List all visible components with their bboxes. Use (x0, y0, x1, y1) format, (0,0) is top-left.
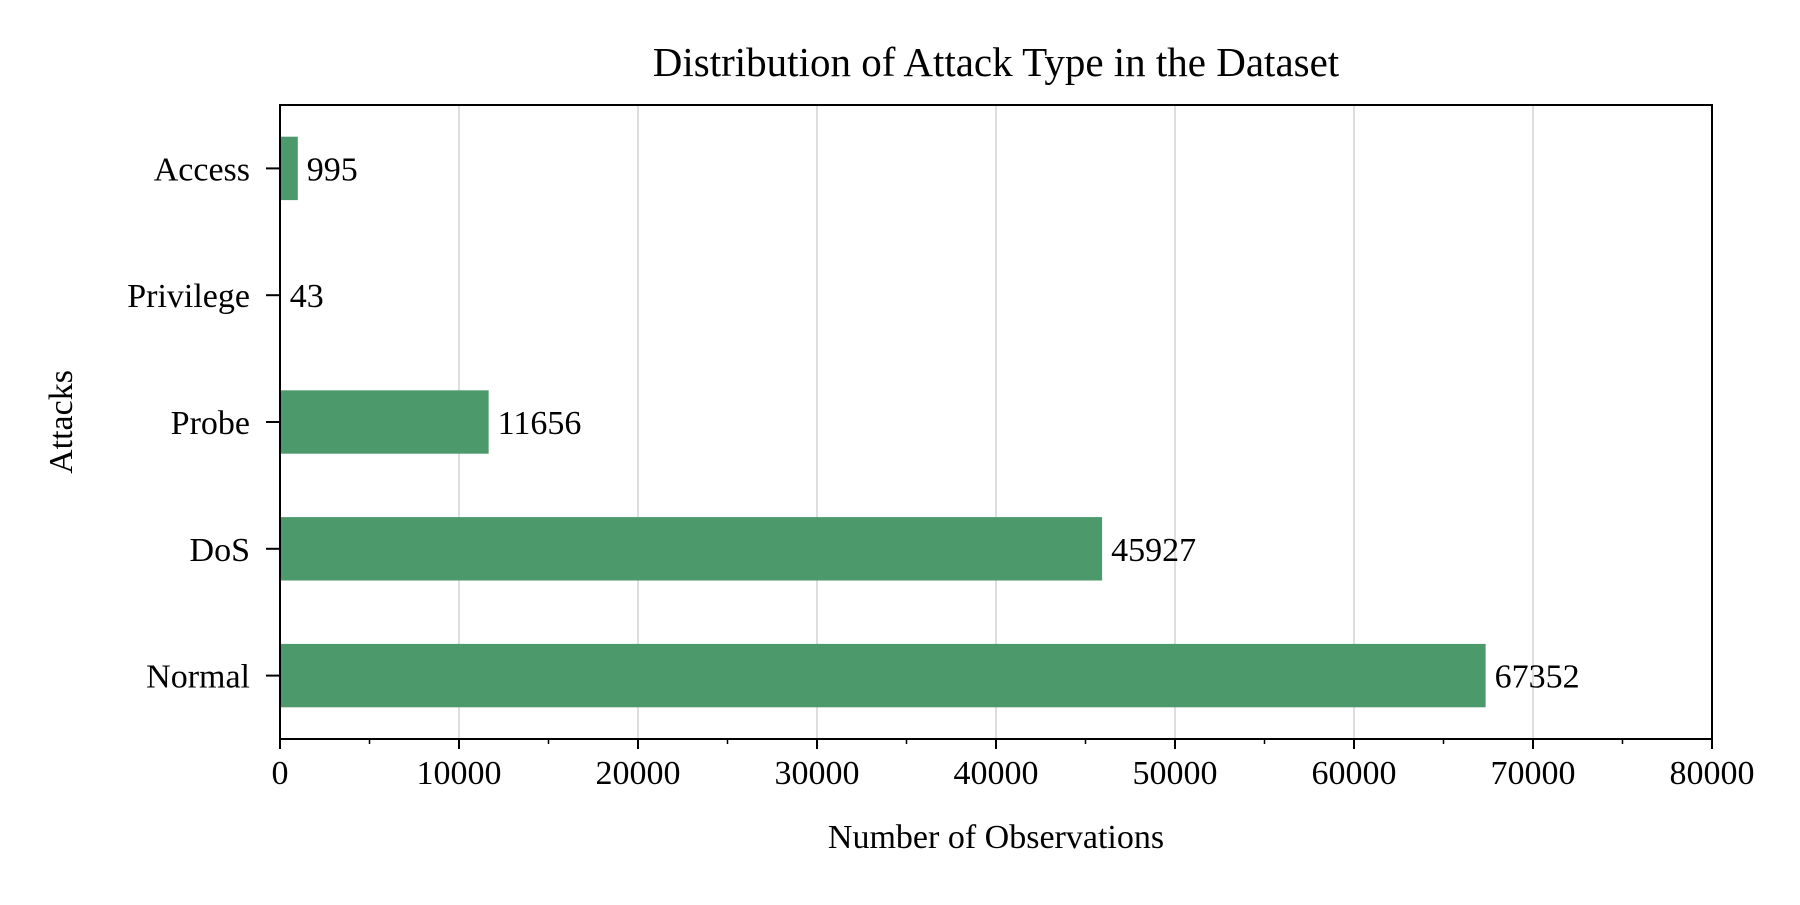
x-tick-label: 50000 (1133, 755, 1218, 792)
x-tick-label: 20000 (596, 755, 681, 792)
bar-probe (280, 390, 489, 454)
x-tick-label: 30000 (775, 755, 860, 792)
grid-layer (458, 105, 1534, 739)
x-tick-label: 10000 (417, 755, 502, 792)
data-labels-layer: 67352 45927 11656 43 995 (290, 151, 1580, 695)
data-label-privilege: 43 (290, 278, 324, 315)
x-tick-label: 60000 (1312, 755, 1397, 792)
y-axis: Normal DoS Probe Privilege Access (127, 151, 280, 696)
x-axis-title: Number of Observations (828, 819, 1164, 856)
bar-normal (280, 643, 1486, 708)
y-tick-label-access: Access (154, 151, 250, 188)
x-axis: 0 10000 20000 30000 40000 50000 60000 70000 8000… (272, 739, 1755, 792)
y-tick-label-dos: DoS (190, 532, 250, 569)
bar-dos (280, 517, 1103, 581)
y-tick-label-privilege: Privilege (127, 278, 250, 315)
x-tick-label: 70000 (1491, 755, 1576, 792)
x-tick-label: 0 (272, 755, 289, 792)
y-axis-title: Attacks (43, 370, 80, 474)
y-tick-label-normal: Normal (146, 659, 250, 696)
chart-title: Distribution of Attack Type in the Datas… (653, 39, 1340, 85)
bar-access (280, 136, 298, 201)
data-label-normal: 67352 (1495, 659, 1580, 696)
data-label-dos: 45927 (1111, 532, 1196, 569)
x-tick-label: 40000 (954, 755, 1039, 792)
data-label-access: 995 (307, 151, 358, 188)
bars-layer (280, 136, 1486, 708)
data-label-probe: 11656 (498, 405, 582, 442)
y-tick-label-probe: Probe (171, 405, 250, 442)
x-tick-label: 80000 (1670, 755, 1755, 792)
